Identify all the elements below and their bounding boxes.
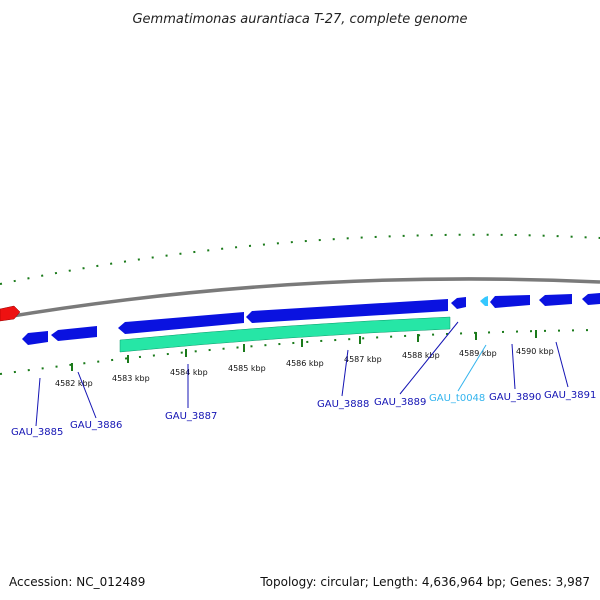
gene-label[interactable]: GAU_3887 [165, 411, 217, 422]
scale-label: 4587 kbp [344, 355, 382, 364]
feature-highlight-left [0, 305, 21, 322]
gene-arrow-right-edge [582, 293, 600, 305]
major-ticks [71, 330, 537, 371]
topology-text: Topology: circular; Length: 4,636,964 bp… [259, 575, 590, 589]
gene-arrow-gau-3885 [22, 331, 48, 345]
trna-arrow-gau-t0048 [480, 296, 488, 306]
scale-label: 4589 kbp [459, 349, 497, 358]
gene-label[interactable]: GAU_3891 [544, 390, 596, 401]
gene-arrow-gau-3889 [451, 297, 466, 309]
gene-label[interactable]: GAU_3888 [317, 399, 369, 410]
scale-label: 4590 kbp [516, 347, 554, 356]
gene-label[interactable]: GAU_3890 [489, 392, 541, 403]
gene-arrow-gau-3891 [539, 294, 572, 306]
scale-label: 4582 kbp [55, 379, 93, 388]
map-title: Gemmatimonas aurantiaca T-27, complete g… [132, 12, 467, 27]
scale-label: 4585 kbp [228, 364, 266, 373]
scale-label: 4583 kbp [112, 374, 150, 383]
accession-text: Accession: NC_012489 [9, 575, 145, 589]
genome-backbone [0, 277, 600, 320]
scale-label: 4588 kbp [402, 351, 440, 360]
outer-tick-ring [0, 233, 600, 285]
gene-label[interactable]: GAU_3889 [374, 397, 426, 408]
gene-arrow-gau-3890 [490, 295, 530, 308]
inner-tick-ring [0, 329, 600, 375]
gene-label[interactable]: GAU_3886 [70, 420, 122, 431]
scale-label: 4586 kbp [286, 359, 324, 368]
gene-arrow-gau-3887-upper [118, 312, 244, 334]
gene-label[interactable]: GAU_3885 [11, 427, 63, 438]
gene-arrow-gau-3886 [51, 326, 97, 341]
scale-label: 4584 kbp [170, 368, 208, 377]
leader-lines [35, 321, 569, 427]
rrna-bar-gau-3887 [119, 316, 451, 353]
gene-label[interactable]: GAU_t0048 [429, 393, 485, 404]
gene-arrow-gau-3888 [246, 299, 448, 323]
